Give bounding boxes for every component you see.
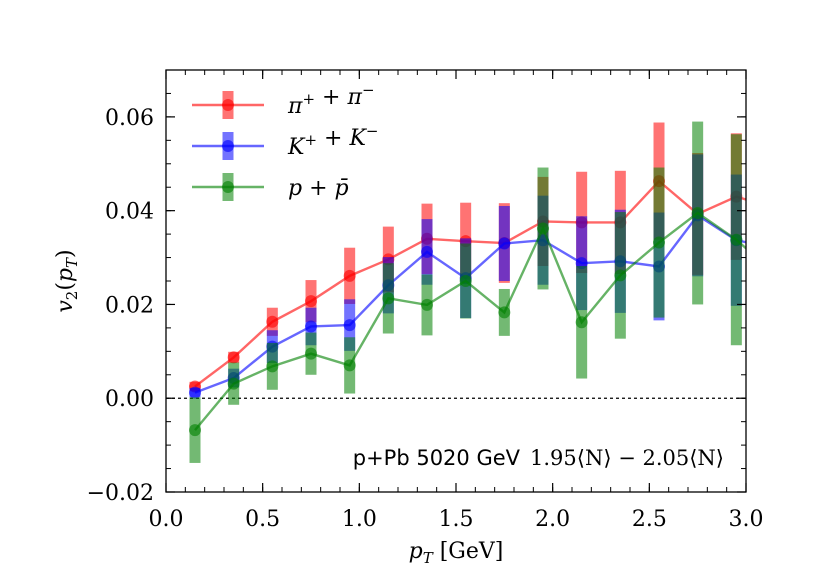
legend-label: π+ + π− — [287, 81, 375, 119]
series-layer — [189, 121, 781, 463]
data-point — [227, 351, 240, 364]
series-line — [194, 213, 746, 394]
annotation: p+Pb 5020 GeV 1.95⟨N⟩ − 2.05⟨N⟩ — [353, 446, 724, 470]
y-tick-label: 0.04 — [105, 200, 154, 225]
data-point — [459, 275, 472, 287]
legend-item: K+ + K− — [192, 122, 378, 160]
y-tick-label: 0.06 — [105, 106, 154, 131]
data-point — [691, 207, 704, 220]
data-point — [382, 292, 395, 305]
legend-label: K+ + K− — [287, 122, 378, 160]
data-point — [421, 245, 433, 258]
data-point — [343, 319, 356, 332]
data-point — [305, 295, 317, 308]
data-point — [614, 269, 627, 282]
legend-item: p + p̄ — [192, 173, 349, 201]
error-band — [770, 180, 781, 316]
svg-text:p+Pb 5020 GeV 1.95⟨N⟩ −: p+Pb 5020 GeV 1.95⟨N⟩ − 2.05⟨N⟩ — [353, 446, 724, 470]
data-point — [575, 316, 588, 329]
data-point — [343, 269, 356, 282]
legend-marker — [222, 140, 234, 152]
x-tick-label: 0.5 — [245, 507, 280, 532]
x-tick-label: 2.5 — [632, 507, 667, 532]
legend-marker — [222, 99, 234, 111]
data-point — [343, 359, 356, 372]
series-line — [194, 211, 746, 431]
legend-label: p + p̄ — [288, 176, 349, 201]
data-point — [769, 242, 781, 254]
x-tick-label: 2.0 — [535, 507, 570, 532]
y-tick-label: −0.02 — [87, 481, 154, 506]
data-point — [227, 377, 240, 390]
series-2 — [189, 121, 781, 463]
data-point — [498, 237, 511, 250]
x-tick-label: 1.0 — [342, 507, 377, 532]
legend-item: π+ + π− — [192, 81, 375, 119]
data-point — [189, 386, 201, 399]
data-point — [305, 320, 317, 333]
annotation-system: p+Pb 5020 GeV — [353, 446, 521, 470]
data-point — [266, 360, 279, 373]
x-tick-label: 0.0 — [149, 507, 184, 532]
data-point — [305, 347, 317, 360]
data-point — [421, 298, 433, 311]
error-band — [770, 143, 781, 274]
data-point — [769, 268, 781, 280]
data-point — [537, 222, 549, 235]
data-point — [189, 424, 201, 437]
series-line — [194, 179, 746, 388]
error-band — [770, 161, 781, 386]
data-point — [266, 315, 279, 328]
legend-marker — [222, 181, 234, 193]
x-tick-label: 3.0 — [729, 507, 764, 532]
annotation-selection: 1.95⟨N⟩ − 2.05⟨N⟩ — [530, 446, 724, 470]
data-point — [769, 202, 781, 214]
data-point — [653, 236, 665, 249]
y-tick-label: 0.00 — [105, 387, 154, 412]
data-point — [498, 306, 511, 319]
ticks-layer: 0.0 0.5 1.0 1.5 2.0 2.5 3.0 −0.02 0.00 0.02 0.04 0.… — [87, 69, 764, 532]
y-tick-label: 0.02 — [105, 293, 154, 318]
y-axis-title: v2(pT) — [53, 249, 81, 312]
legend: π+ + π−K+ + K− p + p̄ — [192, 81, 378, 201]
x-axis-title: pT [GeV] — [409, 539, 504, 567]
data-point — [730, 233, 743, 246]
x-tick-label: 1.5 — [439, 507, 474, 532]
